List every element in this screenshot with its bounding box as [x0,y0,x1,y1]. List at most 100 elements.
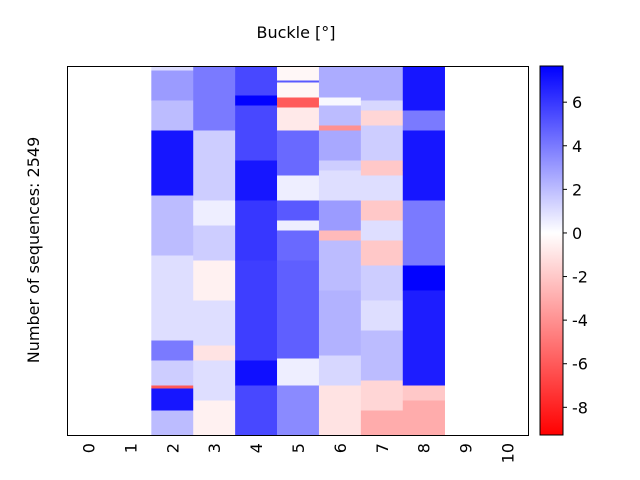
heatmap-cell [360,125,404,161]
heatmap-cell [193,66,236,131]
x-tick-label: 4 [247,443,266,453]
chart-title: Buckle [°] [256,23,335,42]
heatmap-cell [402,385,445,401]
heatmap-cell [402,265,445,291]
heatmap-cell [318,160,362,171]
heatmap-cell [402,130,445,171]
x-tick-labels: 0 1 2 3 4 5 6 7 8 9 10 [79,443,517,463]
heatmap-cell [277,230,320,261]
x-tick-label: 7 [373,443,392,453]
colorbar-tick-label: 6 [572,93,582,112]
heatmap-cell [151,195,194,256]
heatmap-cell [277,66,320,81]
heatmap-cell [193,200,236,226]
heatmap-cell [318,385,362,436]
heatmap-cell [193,130,236,201]
heatmap-cell [402,110,445,131]
heatmap-cell [151,255,194,341]
colorbar-tick-label: 2 [572,180,582,199]
heatmap-cell [151,70,194,101]
heatmap-cell [277,385,320,436]
heatmap-cell [277,97,320,108]
heatmap-cell [193,300,236,346]
heatmap-cell [360,200,404,221]
heatmap-cell [277,358,320,386]
heatmap-cell [318,230,362,241]
heatmap-cell [277,260,320,359]
heatmap-cell [318,130,362,161]
heatmap-cell [235,360,278,386]
heatmap-cell [402,66,445,111]
colorbar [539,65,564,436]
heatmap-cell [318,170,362,201]
heatmap-cell [318,125,362,131]
heatmap-cell [402,200,445,266]
heatmap-cell [151,100,194,131]
heatmap-cell [277,130,320,176]
heatmap-cell [193,225,236,261]
heatmap-cell [235,66,278,96]
plot-frame [67,66,529,436]
heatmap-cell [318,105,362,126]
heatmap-cell [235,260,278,361]
colorbar-tick-label: -6 [572,355,588,374]
x-tick-label: 5 [289,443,308,453]
heatmap-cell [360,175,404,201]
x-tick-label: 1 [121,443,140,453]
heatmap-cell [360,240,404,266]
colorbar-tick-label: 4 [572,137,582,156]
heatmap-cell [318,200,362,231]
heatmap-cell [151,360,194,386]
heatmap-cell [193,260,236,301]
heatmap-cell [193,360,236,401]
heatmap-cell [318,355,362,386]
heatmap-cell [151,66,194,71]
x-tick-label: 8 [415,443,434,453]
heatmap-cell [360,380,404,411]
heatmap-cell [360,220,404,241]
heatmap-cell [360,265,404,301]
heatmap-cell [151,410,194,436]
heatmap-cell [235,200,278,261]
x-tick-label: 6 [331,443,350,453]
heatmap-cell [277,80,320,83]
x-tick-label: 3 [205,443,224,453]
x-tick-label: 10 [499,443,518,463]
heatmap-cell [360,160,404,176]
heatmap-cell [318,240,362,291]
heatmap-cell [277,107,320,131]
heatmap-cell [360,110,404,126]
heatmap-cell [318,97,362,106]
heatmap-cell [277,220,320,231]
heatmap-cell [402,170,445,201]
y-axis-label: Number of sequences: 2549 [24,137,43,364]
colorbar-tick-label: -4 [572,311,588,330]
heatmap-cell [360,410,404,436]
heatmap-cell [235,105,278,161]
heatmap-cell [277,82,320,98]
heatmap-cell [277,175,320,201]
heatmap-cell [277,200,320,221]
x-tick-label: 2 [163,443,182,453]
heatmap-cell [193,345,236,361]
heatmap-cell [193,400,236,436]
colorbar-tick-label: -8 [572,398,588,417]
heatmap-cell [360,330,404,381]
heatmap-cell [151,388,194,411]
heatmap-cell [402,290,445,386]
colorbar-tick-label: -2 [572,268,588,287]
colorbar-tick-label: 0 [572,224,582,243]
heatmap-cell [235,95,278,106]
heatmap-cell [360,300,404,331]
heatmap-cell [235,385,278,436]
heatmap-cell [318,66,362,98]
heatmap-cell [151,340,194,361]
heatmap-cell [402,400,445,436]
heatmap-cell [151,385,194,389]
heatmap-cell [151,130,194,196]
heatmap-cell [360,66,404,101]
x-tick-label: 9 [457,443,476,453]
colorbar-ticks: 6 4 2 0 -2 -4 -6 -8 [563,93,588,417]
heatmap-cell [235,160,278,201]
